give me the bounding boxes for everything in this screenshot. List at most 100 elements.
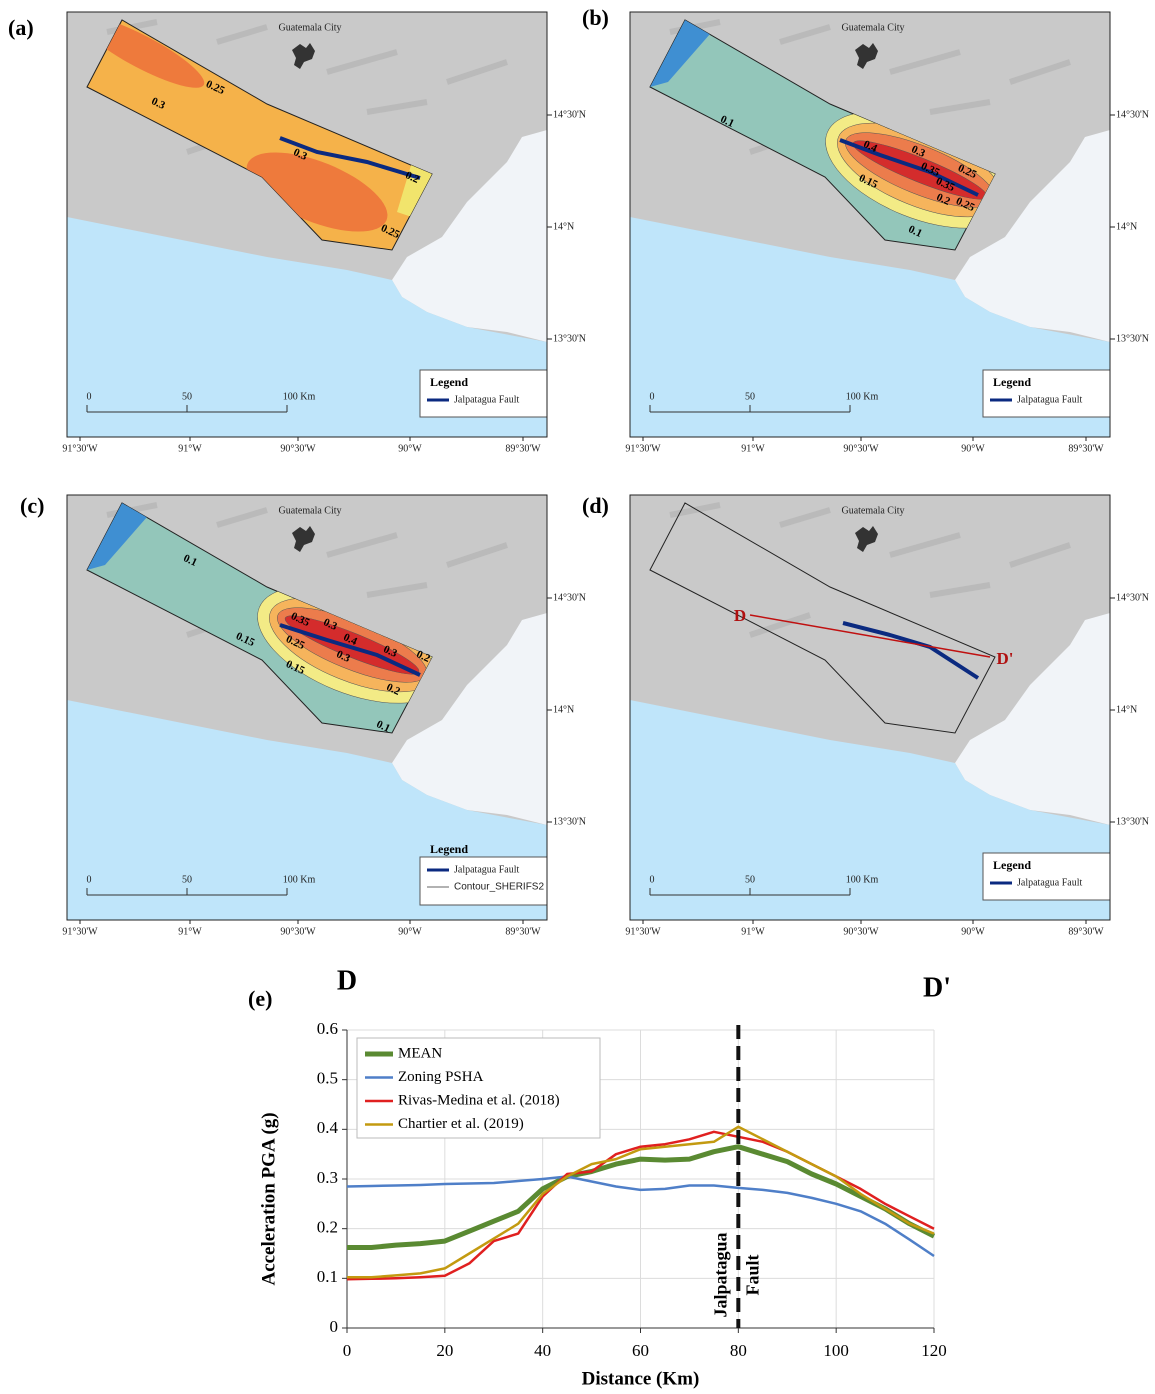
fault-line xyxy=(279,136,421,180)
lat-label: 13°30'N xyxy=(553,816,586,827)
contour-band xyxy=(650,20,710,87)
series-line xyxy=(347,1125,935,1279)
fault-line xyxy=(839,138,979,197)
lon-label: 91°30'W xyxy=(62,443,98,454)
lon-label: 91°W xyxy=(178,926,202,937)
neighbour-land xyxy=(955,130,1110,342)
x-tick-label: 120 xyxy=(921,1341,947,1360)
lat-label: 14°N xyxy=(1116,221,1137,232)
lat-label: 14°30'N xyxy=(553,592,586,603)
contour-label: 0.1 xyxy=(718,113,736,130)
contour-band xyxy=(397,162,432,217)
lat-label: 14°N xyxy=(1116,704,1137,715)
fault-line xyxy=(842,621,980,680)
lat-label: 14°30'N xyxy=(1116,109,1149,120)
relief xyxy=(669,502,1071,638)
lon-label: 89°30'W xyxy=(1068,443,1104,454)
contour-band xyxy=(246,152,388,232)
city xyxy=(292,43,315,69)
contour-label: 0.3 xyxy=(381,643,399,660)
legend-title: Legend xyxy=(993,375,1031,389)
scale-label: 100 Km xyxy=(283,391,316,402)
lon-label: 90°W xyxy=(398,926,422,937)
y-tick-label: 0.5 xyxy=(317,1069,338,1088)
map-frame xyxy=(629,11,1111,438)
city xyxy=(855,43,878,69)
city-label: Guatemala City xyxy=(841,505,904,516)
legend-box xyxy=(356,1037,601,1139)
scale-label: 50 xyxy=(745,391,755,402)
scale-label: 50 xyxy=(182,874,192,885)
contour-label: 0.3 xyxy=(334,648,352,665)
legend-title: Legend xyxy=(430,842,468,856)
contour-label: 0.3 xyxy=(321,616,339,633)
lon-label: 89°30'W xyxy=(505,926,541,937)
x-tick-label: 80 xyxy=(730,1341,747,1360)
panel-label: (e) xyxy=(248,986,272,1011)
series-line xyxy=(346,1175,935,1258)
x-tick-label: 100 xyxy=(823,1341,849,1360)
scale-label: 50 xyxy=(182,391,192,402)
y-tick-label: 0.6 xyxy=(317,1019,338,1038)
city-label: Guatemala City xyxy=(278,505,341,516)
lon-label: 90°30'W xyxy=(843,926,879,937)
x-tick-label: 60 xyxy=(632,1341,649,1360)
x-tick-label: 20 xyxy=(436,1341,453,1360)
contour-label: 0.1 xyxy=(374,718,392,735)
legend-label: MEAN xyxy=(398,1045,442,1061)
lon-label: 90°W xyxy=(398,443,422,454)
lon-label: 91°W xyxy=(741,926,765,937)
lon-label: 91°30'W xyxy=(62,926,98,937)
panel-label: (b) xyxy=(582,5,609,30)
legend-label: Jalpatagua Fault xyxy=(1017,394,1082,405)
scale-label: 0 xyxy=(87,391,92,402)
y-tick-label: 0.1 xyxy=(317,1267,338,1286)
y-tick-label: 0.3 xyxy=(317,1168,338,1187)
legend-box xyxy=(419,369,548,418)
contour-label: 0.3 xyxy=(909,143,927,160)
map-frame xyxy=(66,11,548,438)
lon-label: 91°W xyxy=(741,443,765,454)
map-frame xyxy=(66,494,548,921)
lon-label: 91°W xyxy=(178,443,202,454)
contour-label: 0.2 xyxy=(934,191,952,208)
lon-label: 90°30'W xyxy=(280,443,316,454)
lon-label: 90°30'W xyxy=(843,443,879,454)
panel-label: (d) xyxy=(582,493,609,518)
contour-label: 0.4 xyxy=(341,631,359,648)
legend-label: Jalpatagua Fault xyxy=(454,394,519,405)
lon-label: 89°30'W xyxy=(1068,926,1104,937)
contour-band xyxy=(87,503,147,570)
scale-label: 100 Km xyxy=(283,874,316,885)
lat-label: 14°30'N xyxy=(553,109,586,120)
zone xyxy=(649,502,996,734)
contour-label: 0.2 xyxy=(384,681,402,698)
neighbour-land xyxy=(392,130,547,342)
lat-label: 13°30'N xyxy=(553,333,586,344)
scale-label: 50 xyxy=(745,874,755,885)
profile-start: D xyxy=(337,965,357,996)
legend-label: Zoning PSHA xyxy=(398,1069,484,1085)
legend-label: Rivas-Medina et al. (2018) xyxy=(398,1092,560,1108)
legend-title: Legend xyxy=(993,858,1031,872)
fault-label: Fault xyxy=(742,1254,762,1295)
lon-label: 90°W xyxy=(961,443,985,454)
profile-end: D' xyxy=(923,972,951,1003)
fault-label: Jalpatagua xyxy=(710,1232,730,1317)
x-tick-label: 40 xyxy=(534,1341,551,1360)
contour-label: 0.2 xyxy=(403,169,421,186)
lat-label: 13°30'N xyxy=(1116,816,1149,827)
contour-label: 0.3 xyxy=(149,95,167,112)
legend-box xyxy=(982,852,1111,901)
lon-label: 91°30'W xyxy=(625,443,661,454)
fault-line xyxy=(279,623,421,677)
lat-label: 13°30'N xyxy=(1116,333,1149,344)
legend-label: Chartier et al. (2019) xyxy=(398,1116,524,1132)
profile-line xyxy=(749,614,991,658)
panel-label: (a) xyxy=(8,15,34,40)
legend-title: Legend xyxy=(430,375,468,389)
scale-label: 0 xyxy=(650,391,655,402)
